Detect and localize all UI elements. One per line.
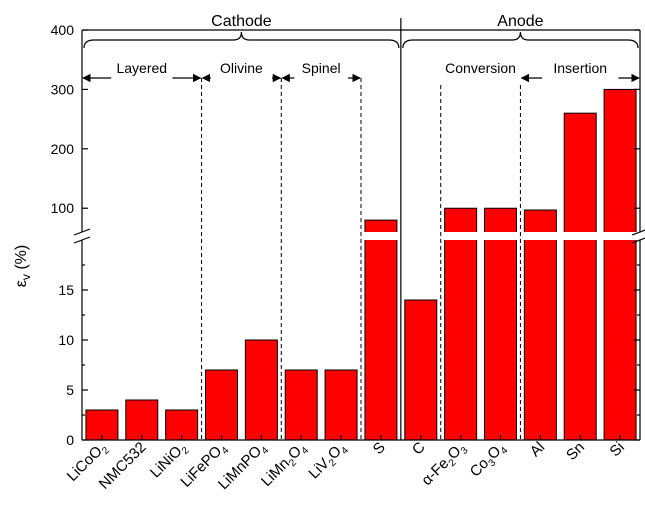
bar-11	[523, 209, 557, 441]
subgroup-label-bg	[210, 62, 273, 82]
category-label: LiV2O4	[305, 438, 351, 484]
axis-break-mark-left-lower	[73, 236, 91, 244]
bar-1	[125, 399, 159, 441]
bar-6	[324, 369, 358, 441]
annotations: Cathode Anode Layered Olivine Spinel Conversi…	[82, 13, 640, 440]
bar-13	[603, 88, 637, 441]
category-label: C	[409, 439, 429, 459]
subgroup-label-bg	[542, 62, 619, 82]
category-label: Si	[606, 439, 627, 460]
group-brace-0	[83, 31, 400, 49]
group-label: Cathode	[211, 13, 272, 30]
y-tick-label: 10	[58, 332, 74, 348]
bar-3	[205, 369, 238, 441]
subgroup-label-bg	[111, 62, 173, 82]
category-label: Al	[527, 439, 548, 460]
subgroup-label-bg	[294, 62, 348, 82]
bar-12	[563, 112, 597, 441]
subgroup-label: Conversion	[445, 60, 516, 76]
category-label: S	[370, 439, 389, 458]
category-label: LiMn2O4	[258, 438, 312, 492]
category-labels: LiCoO2NMC532LiNiO2LiFePO4LiMnPO4LiMn2O4L…	[64, 438, 628, 493]
axis-break-mark-right-upper	[631, 229, 645, 236]
y-tick-label: 15	[58, 282, 74, 298]
category-label: Co3O4	[467, 438, 511, 482]
bar-8	[404, 299, 438, 441]
subgroup-label-bg	[438, 62, 523, 82]
axis-break-mark-right-lower	[631, 237, 645, 244]
group-label: Anode	[497, 13, 543, 30]
axes: 0 5 10 15 100 200 300 400	[51, 22, 645, 448]
group-brace-1	[402, 31, 639, 49]
y-tick-label: 300	[51, 81, 75, 97]
subgroup-label: Spinel	[302, 60, 341, 76]
axis-break-mark-left-upper	[73, 228, 91, 236]
subgroup-label: Layered	[116, 60, 167, 76]
y-tick-label: 5	[66, 382, 74, 398]
bar-7	[364, 219, 398, 441]
y-axis-title: εv (%)	[13, 245, 33, 287]
bar-9	[444, 207, 478, 441]
y-tick-label: 0	[66, 432, 74, 448]
bar-10	[484, 207, 517, 441]
y-tick-label: 400	[51, 22, 75, 38]
bar-4	[244, 339, 278, 441]
subgroup-label: Insertion	[553, 60, 607, 76]
y-tick-label: 200	[51, 141, 75, 157]
category-label: α-Fe2O3	[418, 438, 471, 491]
bars	[83, 88, 639, 441]
bar-5	[284, 369, 318, 441]
category-label: Sn	[563, 439, 588, 464]
y-tick-label: 100	[51, 200, 75, 216]
subgroup-label: Olivine	[220, 60, 263, 76]
